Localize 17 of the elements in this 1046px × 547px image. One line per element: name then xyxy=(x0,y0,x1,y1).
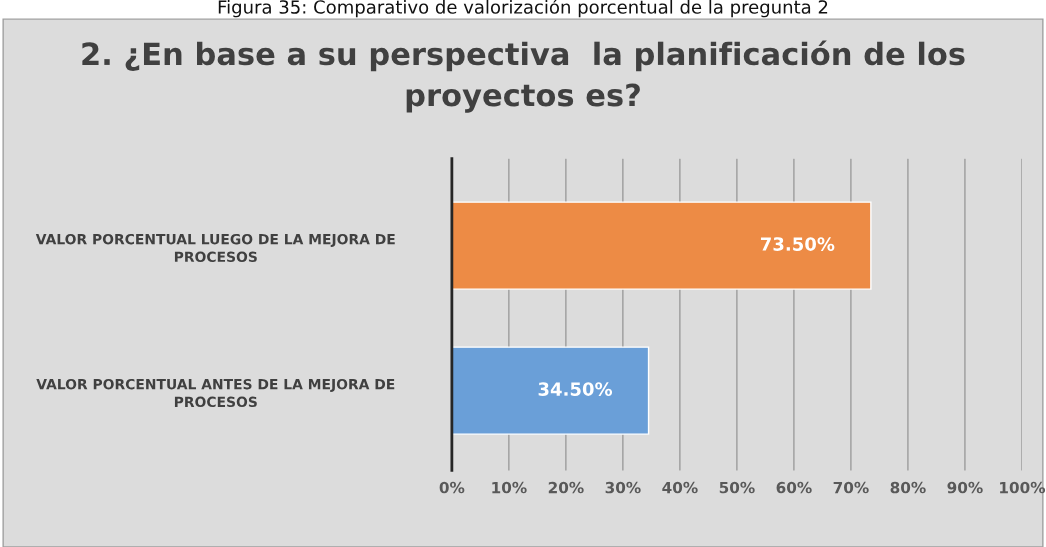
x-tick-label: 20% xyxy=(548,481,584,494)
x-tick-label: 40% xyxy=(662,481,698,494)
x-tick-label: 60% xyxy=(776,481,812,494)
data-label: 73.50% xyxy=(760,237,835,251)
x-tick-label: 100% xyxy=(1000,481,1046,494)
x-tick-label: 70% xyxy=(833,481,869,494)
text: Figura 35: Comparativo de valorización porcentual de la pregunta 2 xyxy=(218,0,828,18)
x-tick-label: 0% xyxy=(439,481,465,494)
y-tick-label: VALOR PORCENTUAL LUEGO DE LA MEJORA DE PROCESOS xyxy=(35,233,395,263)
data-label: 34.50% xyxy=(538,382,613,396)
x-tick-label: 30% xyxy=(605,481,641,494)
x-tick-label: 80% xyxy=(890,481,926,494)
chart-title: 2. ¿En base a su perspectiva la planificación de los proyectos es? xyxy=(82,40,965,113)
x-tick-label: 10% xyxy=(492,481,527,494)
x-tick-label: 50% xyxy=(719,481,755,494)
y-tick-label: VALOR PORCENTUAL ANTES DE LA MEJORA DE PROCESOS xyxy=(36,378,395,408)
x-tick-label: 90% xyxy=(947,481,983,494)
